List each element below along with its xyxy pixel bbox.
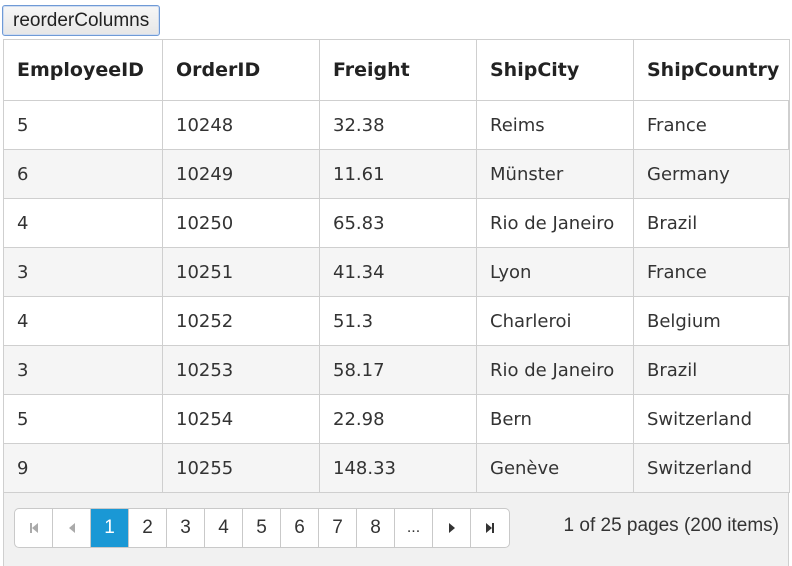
next-page-icon xyxy=(448,523,455,533)
data-grid: EmployeeID OrderID Freight ShipCity Ship… xyxy=(3,39,790,566)
table-row[interactable]: 6 10249 11.61 Münster Germany xyxy=(3,149,790,199)
page-button-6[interactable]: 6 xyxy=(281,509,319,547)
cell-orderid[interactable]: 10250 xyxy=(162,198,320,248)
cell-freight[interactable]: 58.17 xyxy=(319,345,477,395)
table-row[interactable]: 4 10250 65.83 Rio de Janeiro Brazil xyxy=(3,198,790,248)
table-row[interactable]: 5 10254 22.98 Bern Switzerland xyxy=(3,394,790,444)
last-page-icon xyxy=(486,523,494,533)
cell-shipcountry[interactable]: France xyxy=(633,100,790,150)
page-button-2[interactable]: 2 xyxy=(129,509,167,547)
toolbar: reorderColumns xyxy=(2,5,161,36)
cell-orderid[interactable]: 10248 xyxy=(162,100,320,150)
cell-orderid[interactable]: 10253 xyxy=(162,345,320,395)
grid-table: EmployeeID OrderID Freight ShipCity Ship… xyxy=(3,39,790,493)
cell-shipcountry[interactable]: Brazil xyxy=(633,345,790,395)
page-button-3[interactable]: 3 xyxy=(167,509,205,547)
header-row: EmployeeID OrderID Freight ShipCity Ship… xyxy=(3,39,790,101)
cell-employeeid[interactable]: 6 xyxy=(3,149,163,199)
column-header-shipcity[interactable]: ShipCity xyxy=(476,39,634,101)
first-page-icon xyxy=(29,523,38,533)
cell-employeeid[interactable]: 9 xyxy=(3,443,163,493)
cell-employeeid[interactable]: 4 xyxy=(3,296,163,346)
cell-employeeid[interactable]: 3 xyxy=(3,247,163,297)
more-pages-button[interactable]: ... xyxy=(395,509,433,547)
cell-freight[interactable]: 11.61 xyxy=(319,149,477,199)
cell-orderid[interactable]: 10254 xyxy=(162,394,320,444)
cell-shipcountry[interactable]: Switzerland xyxy=(633,443,790,493)
cell-orderid[interactable]: 10255 xyxy=(162,443,320,493)
cell-orderid[interactable]: 10252 xyxy=(162,296,320,346)
cell-shipcity[interactable]: Rio de Janeiro xyxy=(476,345,634,395)
column-header-employeeid[interactable]: EmployeeID xyxy=(3,39,163,101)
table-row[interactable]: 3 10251 41.34 Lyon France xyxy=(3,247,790,297)
page-button-7[interactable]: 7 xyxy=(319,509,357,547)
cell-shipcity[interactable]: Lyon xyxy=(476,247,634,297)
column-header-orderid[interactable]: OrderID xyxy=(162,39,320,101)
cell-shipcity[interactable]: Charleroi xyxy=(476,296,634,346)
cell-orderid[interactable]: 10249 xyxy=(162,149,320,199)
cell-shipcountry[interactable]: France xyxy=(633,247,790,297)
table-row[interactable]: 3 10253 58.17 Rio de Janeiro Brazil xyxy=(3,345,790,395)
cell-shipcity[interactable]: Bern xyxy=(476,394,634,444)
cell-freight[interactable]: 32.38 xyxy=(319,100,477,150)
cell-employeeid[interactable]: 3 xyxy=(3,345,163,395)
cell-freight[interactable]: 22.98 xyxy=(319,394,477,444)
cell-employeeid[interactable]: 4 xyxy=(3,198,163,248)
cell-freight[interactable]: 41.34 xyxy=(319,247,477,297)
page-button-4[interactable]: 4 xyxy=(205,509,243,547)
table-row[interactable]: 4 10252 51.3 Charleroi Belgium xyxy=(3,296,790,346)
reorder-columns-button[interactable]: reorderColumns xyxy=(2,5,161,36)
first-page-button[interactable] xyxy=(15,509,53,547)
cell-freight[interactable]: 65.83 xyxy=(319,198,477,248)
table-row[interactable]: 5 10248 32.38 Reims France xyxy=(3,100,790,150)
page-button-5[interactable]: 5 xyxy=(243,509,281,547)
cell-shipcountry[interactable]: Germany xyxy=(633,149,790,199)
cell-freight[interactable]: 148.33 xyxy=(319,443,477,493)
column-header-freight[interactable]: Freight xyxy=(319,39,477,101)
cell-shipcity[interactable]: Genève xyxy=(476,443,634,493)
column-header-shipcountry[interactable]: ShipCountry xyxy=(633,39,790,101)
cell-employeeid[interactable]: 5 xyxy=(3,394,163,444)
cell-freight[interactable]: 51.3 xyxy=(319,296,477,346)
cell-shipcity[interactable]: Münster xyxy=(476,149,634,199)
pager-info: 1 of 25 pages (200 items) xyxy=(563,515,779,536)
cell-shipcountry[interactable]: Belgium xyxy=(633,296,790,346)
page-button-8[interactable]: 8 xyxy=(357,509,395,547)
pager-links: 1 2 3 4 5 6 7 8 ... xyxy=(14,508,510,548)
cell-shipcity[interactable]: Reims xyxy=(476,100,634,150)
next-page-button[interactable] xyxy=(433,509,471,547)
cell-employeeid[interactable]: 5 xyxy=(3,100,163,150)
cell-orderid[interactable]: 10251 xyxy=(162,247,320,297)
cell-shipcountry[interactable]: Brazil xyxy=(633,198,790,248)
prev-page-icon xyxy=(68,523,75,533)
page-button-1[interactable]: 1 xyxy=(91,509,129,547)
prev-page-button[interactable] xyxy=(53,509,91,547)
cell-shipcity[interactable]: Rio de Janeiro xyxy=(476,198,634,248)
table-row[interactable]: 9 10255 148.33 Genève Switzerland xyxy=(3,443,790,493)
last-page-button[interactable] xyxy=(471,509,509,547)
pager: 1 2 3 4 5 6 7 8 ... 1 of 25 pages (200 i… xyxy=(4,492,788,566)
cell-shipcountry[interactable]: Switzerland xyxy=(633,394,790,444)
